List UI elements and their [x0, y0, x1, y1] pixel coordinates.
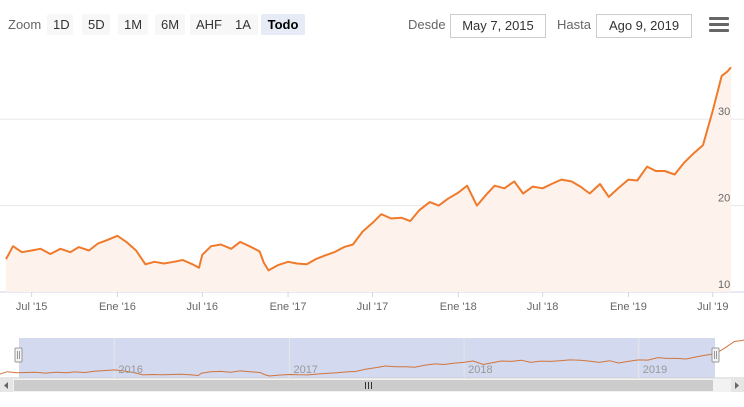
navigator-grid — [113, 338, 640, 378]
x-tick-label: Jul '16 — [187, 301, 218, 313]
chart-toolbar: Zoom 1D 5D 1M 6M AHF 1A Todo Desde May 7… — [0, 0, 744, 50]
hamburger-menu-icon[interactable] — [709, 17, 729, 33]
menu-bar — [709, 29, 729, 32]
navigator-line — [0, 339, 744, 377]
navigator-labels: 2016 2017 2018 2019 — [118, 364, 667, 376]
zoom-6m-button[interactable]: 6M — [155, 14, 185, 35]
navigator[interactable]: 2016 2017 2018 2019 — [0, 338, 744, 379]
navigator-left-handle[interactable] — [14, 347, 23, 363]
arrow-right-icon — [735, 382, 739, 389]
navigator-tick-label: 2016 — [118, 364, 142, 376]
y-tick-label: 20 — [718, 193, 730, 205]
price-area — [6, 67, 731, 292]
y-tick-label: 10 — [718, 279, 730, 291]
x-tick-label: Jul '15 — [16, 301, 47, 313]
x-tick-label: Jul '19 — [697, 301, 728, 313]
y-tick-label: 30 — [718, 106, 730, 118]
zoom-1d-button[interactable]: 1D — [47, 14, 73, 35]
navigator-tick-label: 2019 — [643, 364, 667, 376]
scrollbar-thumb[interactable] — [14, 380, 713, 391]
price-line — [5, 66, 732, 272]
arrow-left-icon — [4, 382, 8, 389]
zoom-5d-button[interactable]: 5D — [82, 14, 110, 35]
x-tick-label: Ene '19 — [610, 301, 647, 313]
x-tick-label: Ene '18 — [440, 301, 477, 313]
navigator-tick-label: 2017 — [293, 364, 317, 376]
zoom-label: Zoom — [8, 17, 42, 32]
scrollbar[interactable] — [0, 379, 744, 392]
navigator-selected-range[interactable] — [19, 338, 715, 378]
x-axis-labels: Jul '15 Ene '16 Jul '16 Ene '17 Jul '17 Ene '… — [16, 301, 729, 313]
navigator-right-handle[interactable] — [711, 347, 720, 363]
zoom-ytd-button[interactable]: AHF — [190, 14, 228, 35]
zoom-1m-button[interactable]: 1M — [118, 14, 148, 35]
y-axis-labels: 10 20 30 — [718, 106, 730, 291]
to-label: Hasta — [557, 17, 591, 32]
from-date-input[interactable]: May 7, 2015 — [450, 14, 546, 38]
from-label: Desde — [408, 17, 446, 32]
menu-bar — [709, 17, 729, 20]
zoom-1y-button[interactable]: 1A — [228, 14, 258, 35]
navigator-tick-label: 2018 — [468, 364, 492, 376]
zoom-all-button[interactable]: Todo — [261, 14, 305, 35]
x-tick-label: Ene '16 — [99, 301, 136, 313]
to-date-input[interactable]: Ago 9, 2019 — [596, 14, 692, 38]
x-tick-label: Jul '17 — [357, 301, 388, 313]
x-tick-label: Ene '17 — [270, 301, 307, 313]
x-tick-label: Jul '18 — [527, 301, 558, 313]
menu-bar — [709, 23, 729, 26]
